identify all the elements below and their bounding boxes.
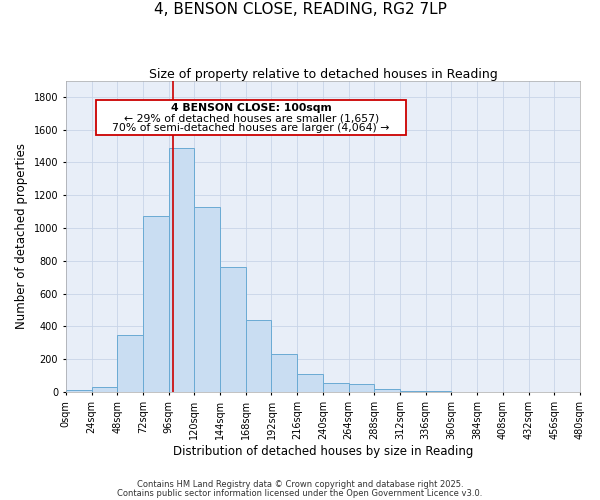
Bar	[92, 387, 117, 392]
Bar	[374, 389, 400, 392]
Text: Contains HM Land Registry data © Crown copyright and database right 2025.: Contains HM Land Registry data © Crown c…	[137, 480, 463, 489]
Bar	[246, 320, 271, 392]
Title: Size of property relative to detached houses in Reading: Size of property relative to detached ho…	[149, 68, 497, 80]
Bar	[194, 207, 220, 392]
Text: 70% of semi-detached houses are larger (4,064) →: 70% of semi-detached houses are larger (…	[112, 124, 390, 134]
Text: 4, BENSON CLOSE, READING, RG2 7LP: 4, BENSON CLOSE, READING, RG2 7LP	[154, 2, 446, 18]
Bar	[400, 390, 426, 392]
FancyBboxPatch shape	[96, 100, 406, 134]
Bar	[349, 384, 374, 392]
Bar	[297, 374, 323, 392]
Bar	[117, 334, 143, 392]
Text: 4 BENSON CLOSE: 100sqm: 4 BENSON CLOSE: 100sqm	[171, 103, 332, 113]
Bar	[271, 354, 297, 392]
Bar	[323, 383, 349, 392]
Bar	[143, 216, 169, 392]
X-axis label: Distribution of detached houses by size in Reading: Distribution of detached houses by size …	[173, 444, 473, 458]
Bar	[66, 390, 92, 392]
Bar	[169, 148, 194, 392]
Y-axis label: Number of detached properties: Number of detached properties	[15, 144, 28, 330]
Text: Contains public sector information licensed under the Open Government Licence v3: Contains public sector information licen…	[118, 489, 482, 498]
Bar	[220, 268, 246, 392]
Text: ← 29% of detached houses are smaller (1,657): ← 29% of detached houses are smaller (1,…	[124, 113, 379, 123]
